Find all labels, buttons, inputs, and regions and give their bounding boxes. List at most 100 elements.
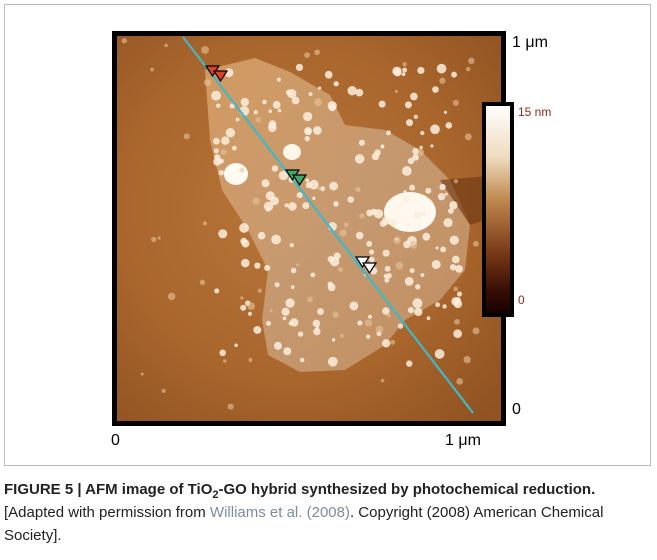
particle bbox=[314, 49, 320, 56]
particle bbox=[384, 265, 391, 272]
particle bbox=[274, 282, 280, 288]
particle bbox=[262, 99, 267, 105]
citation-link[interactable]: Williams et al. (2008) bbox=[209, 504, 350, 521]
particle bbox=[347, 85, 357, 96]
colorbar bbox=[482, 102, 514, 317]
particle bbox=[240, 97, 250, 107]
particle bbox=[449, 201, 458, 210]
particle bbox=[366, 240, 373, 247]
particle bbox=[449, 235, 459, 245]
particle bbox=[445, 122, 453, 129]
particle bbox=[312, 319, 321, 328]
particle bbox=[407, 157, 415, 165]
particle bbox=[261, 179, 270, 188]
particle bbox=[417, 66, 425, 75]
particle bbox=[317, 308, 324, 316]
particle bbox=[333, 81, 339, 87]
particle bbox=[466, 66, 471, 72]
particle bbox=[405, 119, 414, 127]
particle bbox=[239, 167, 245, 173]
particle bbox=[453, 286, 459, 292]
particle bbox=[402, 67, 408, 73]
particle bbox=[453, 179, 459, 184]
particle bbox=[281, 307, 290, 316]
particle bbox=[468, 57, 475, 65]
particle bbox=[472, 240, 479, 247]
particle bbox=[317, 86, 322, 90]
afm-image bbox=[121, 38, 502, 410]
particle bbox=[229, 103, 235, 109]
particle bbox=[407, 307, 415, 314]
particle bbox=[235, 117, 240, 122]
subscript: 2 bbox=[212, 489, 219, 501]
particle bbox=[333, 201, 339, 207]
particle bbox=[436, 63, 447, 74]
particle bbox=[227, 403, 234, 410]
particle bbox=[439, 77, 446, 84]
particle bbox=[437, 192, 446, 201]
particle bbox=[347, 196, 355, 203]
figure-frame bbox=[4, 4, 651, 466]
particle bbox=[289, 318, 299, 327]
particle bbox=[355, 186, 361, 192]
particle bbox=[221, 136, 230, 145]
particle bbox=[327, 255, 335, 263]
particle bbox=[403, 190, 407, 194]
particle bbox=[386, 313, 391, 318]
particle bbox=[289, 243, 294, 248]
particle bbox=[151, 236, 157, 243]
caption-text: . Copyright (2008) American Chemical Soc… bbox=[4, 504, 604, 544]
particle bbox=[375, 325, 384, 334]
particle bbox=[270, 196, 279, 206]
particle bbox=[409, 184, 416, 191]
particle bbox=[380, 144, 385, 149]
particle bbox=[409, 240, 418, 249]
particle bbox=[291, 96, 300, 105]
particle bbox=[220, 149, 227, 156]
particle bbox=[312, 196, 316, 201]
particle bbox=[253, 325, 262, 334]
particle bbox=[317, 186, 322, 191]
particle bbox=[269, 309, 273, 313]
caption-title: FIGURE 5 | AFM image of TiO bbox=[4, 481, 213, 498]
particle bbox=[381, 339, 391, 348]
axis-label: 1 μm bbox=[512, 34, 548, 51]
marker bbox=[361, 262, 378, 275]
particle bbox=[355, 88, 364, 97]
particle bbox=[241, 239, 250, 248]
particle bbox=[337, 267, 344, 273]
particle bbox=[234, 343, 238, 348]
particle bbox=[333, 252, 341, 260]
particle bbox=[285, 298, 295, 308]
particle bbox=[304, 52, 310, 58]
particle bbox=[164, 43, 168, 48]
particle bbox=[271, 165, 279, 172]
particle bbox=[430, 124, 440, 135]
particle bbox=[343, 222, 349, 228]
particle bbox=[464, 133, 472, 141]
particle bbox=[414, 307, 423, 317]
particle bbox=[349, 301, 359, 311]
particle bbox=[296, 192, 303, 199]
particle bbox=[203, 79, 211, 87]
particle bbox=[216, 103, 221, 108]
particle bbox=[384, 277, 390, 283]
particle bbox=[443, 110, 448, 114]
particle bbox=[272, 101, 281, 109]
particle bbox=[202, 221, 208, 226]
particle bbox=[386, 130, 391, 136]
particle bbox=[401, 72, 406, 77]
particle bbox=[404, 101, 412, 109]
particle bbox=[211, 90, 221, 101]
particle bbox=[421, 210, 427, 217]
particle bbox=[382, 249, 390, 257]
particle bbox=[368, 314, 373, 319]
particle bbox=[222, 359, 227, 363]
particle bbox=[299, 357, 305, 363]
particle bbox=[290, 285, 295, 290]
particle bbox=[451, 71, 458, 78]
particle bbox=[397, 323, 404, 329]
particle bbox=[395, 261, 404, 270]
particle bbox=[364, 319, 373, 327]
particle bbox=[295, 63, 304, 72]
